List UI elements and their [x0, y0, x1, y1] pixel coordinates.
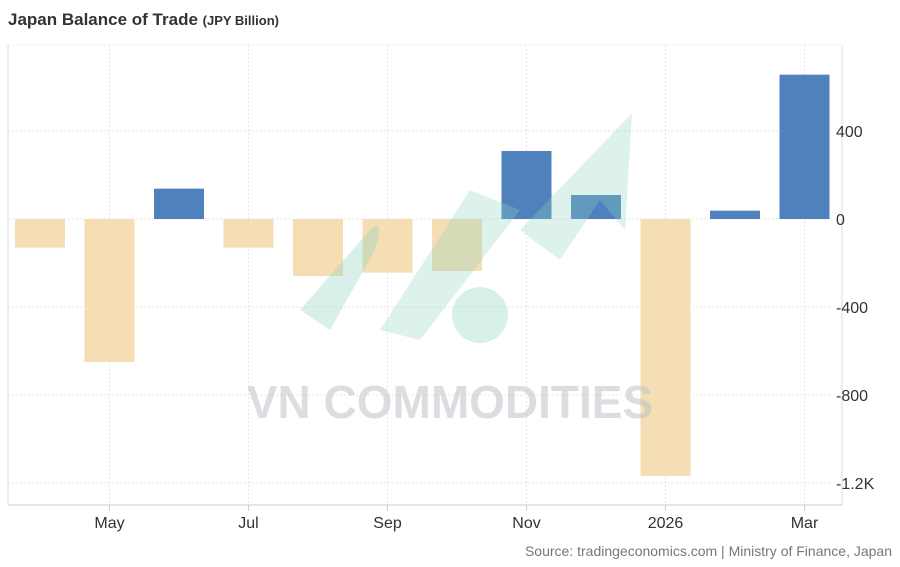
bar-Apr [15, 219, 65, 248]
subtitle-text: (JPY Billion) [202, 13, 279, 28]
y-tick-label: -800 [836, 388, 868, 405]
x-tick-label: May [94, 515, 124, 532]
x-tick-label: Sep [373, 515, 402, 532]
y-tick-label: -400 [836, 300, 868, 317]
bar-Oct [432, 219, 482, 271]
watermark-arrow-icon [520, 113, 632, 260]
bar-May [84, 219, 135, 362]
bar-2026 [640, 219, 691, 476]
x-tick-label: 2026 [648, 515, 684, 532]
watermark-text: VN COMMODITIES [247, 376, 653, 428]
watermark-dot-icon [452, 287, 508, 343]
bar-Sep [362, 219, 413, 273]
x-tick-label: Nov [512, 515, 540, 532]
source-text: Source: tradingeconomics.com | Ministry … [524, 543, 892, 559]
y-tick-label: 400 [836, 124, 863, 141]
chart-title: Japan Balance of Trade (JPY Billion) [8, 10, 279, 30]
bar-Mar [779, 74, 830, 220]
title-text: Japan Balance of Trade [8, 10, 198, 29]
watermark-stroke-icon [380, 190, 520, 340]
watermark-stroke-icon [300, 225, 379, 330]
y-tick-label: 0 [836, 212, 845, 229]
x-tick-label: Mar [791, 515, 819, 532]
bar-Jul [223, 219, 274, 248]
bar-Dec [571, 195, 621, 219]
bar-Nov [501, 151, 552, 219]
x-tick-label: Jul [238, 515, 258, 532]
bar-Jun [154, 188, 204, 219]
bar-Feb [710, 210, 760, 219]
y-tick-label: -1.2K [836, 476, 875, 493]
bar-Aug [293, 219, 343, 276]
